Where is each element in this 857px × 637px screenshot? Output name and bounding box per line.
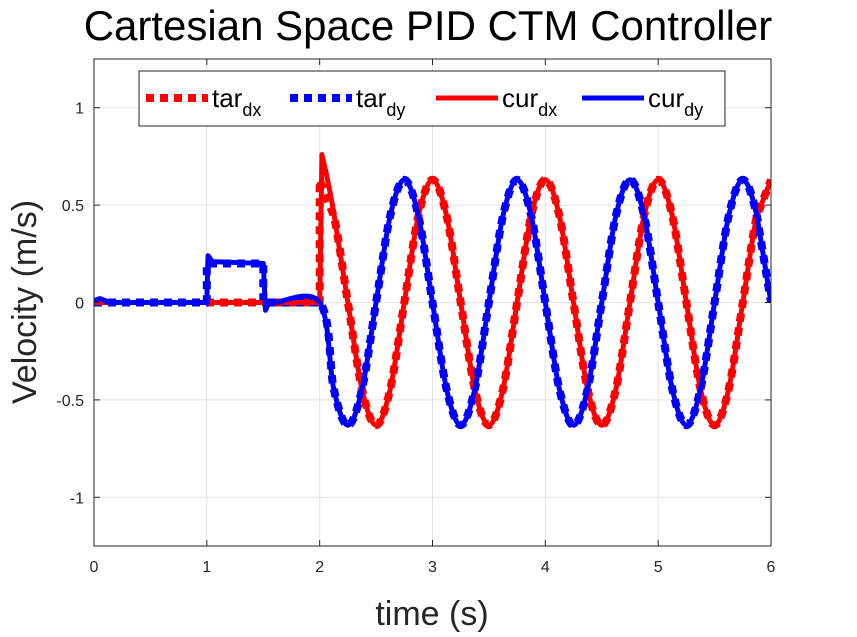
x-tick-label: 0 <box>90 559 99 576</box>
x-tick-label: 1 <box>202 559 211 576</box>
x-tick-label: 2 <box>315 559 324 576</box>
x-axis-label: time (s) <box>375 595 488 633</box>
y-tick-label: 0.5 <box>62 198 84 215</box>
y-axis-label: Velocity (m/s) <box>6 200 44 404</box>
legend: tardx tardy curdx curdy <box>138 70 726 127</box>
x-tick-label: 3 <box>428 559 437 576</box>
legend-entry-label: curdy <box>648 83 703 120</box>
legend-entry-label: tardy <box>356 83 405 120</box>
y-tick-label: -0.5 <box>56 393 84 410</box>
y-tick-label: 0 <box>75 296 84 313</box>
y-tick-label: -1 <box>70 490 84 507</box>
y-tick-label: 1 <box>75 101 84 118</box>
series-line-cur-dx <box>94 152 771 428</box>
x-tick-label: 4 <box>541 559 550 576</box>
series-layer <box>94 152 771 430</box>
legend-entry-label: tardx <box>212 83 261 120</box>
legend-entry-label: curdx <box>502 83 557 120</box>
tick-layer: 0 1 2 3 4 5 6 -1 -0.5 0 0.5 1 <box>56 59 776 576</box>
x-tick-label: 6 <box>767 559 776 576</box>
series-line-cur-dy <box>94 177 771 428</box>
x-tick-label: 5 <box>654 559 663 576</box>
chart-title: Cartesian Space PID CTM Controller <box>84 2 773 49</box>
